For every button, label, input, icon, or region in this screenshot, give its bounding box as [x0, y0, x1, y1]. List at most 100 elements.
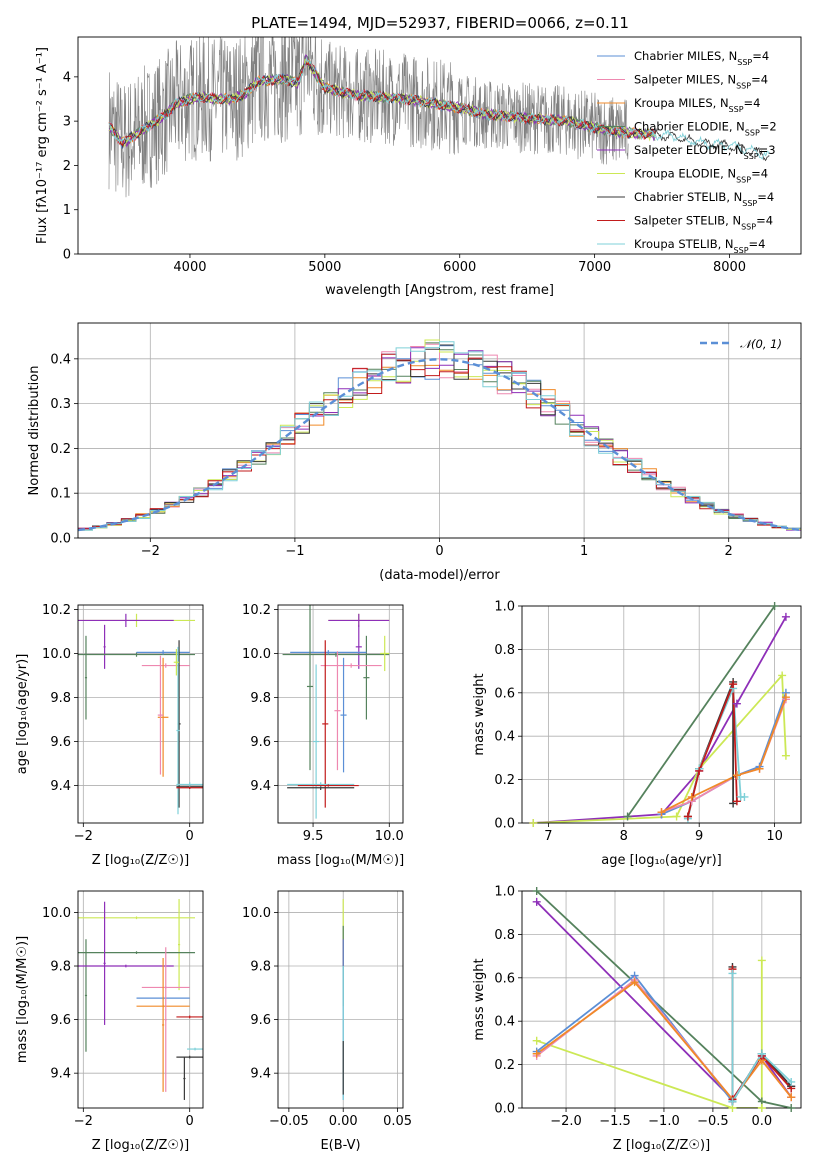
weight-line-kroupa-elodie: [536, 960, 763, 1108]
axes-frame: [77, 890, 204, 1109]
histogram-salpeter-stelib: [78, 353, 801, 530]
x-tick-label: 4000: [173, 260, 206, 275]
x-tick-label: 1: [580, 544, 588, 559]
weight-marker: [732, 699, 741, 708]
y-axis-label: age [log₁₀(age/yr)]: [15, 654, 30, 775]
y-tick-label: 10.0: [242, 906, 271, 921]
legend-entry-label: Kroupa ELODIE, NSSP=4: [634, 167, 768, 185]
weight-marker: [787, 1077, 796, 1086]
legend-entry-label: Salpeter STELIB, NSSP=4: [634, 214, 773, 232]
weight-marker: [770, 602, 779, 610]
y-tick-label: 0.1: [50, 487, 71, 502]
errorbar-point: [355, 624, 362, 669]
x-tick-label: −1.0: [648, 1114, 680, 1129]
errorbar-point: [136, 650, 190, 655]
x-tick-label: 10: [766, 829, 783, 844]
y-tick-label: 0.2: [494, 1058, 515, 1073]
y-axis-label: mass weight: [472, 673, 487, 755]
x-tick-label: 8: [620, 829, 628, 844]
errorbar-point: [157, 657, 169, 777]
weight-marker: [532, 887, 541, 895]
weight-marker: [781, 693, 790, 702]
y-tick-label: 9.8: [250, 960, 271, 975]
y-tick-label: 10.2: [42, 603, 71, 618]
x-tick-label: 7: [544, 829, 552, 844]
errorbar-point: [313, 664, 320, 819]
weight-marker: [787, 1104, 796, 1112]
weight-marker: [755, 764, 764, 773]
errorbar-point: [141, 663, 190, 668]
y-tick-label: 9.6: [250, 735, 271, 750]
weight-marker: [532, 1036, 541, 1045]
axes-residuals: −2 −1 0 1 2 0.0 0.1 0.2 0.3 0.4 𝒩(0, 1) (data-model…: [27, 322, 802, 583]
weight-marker: [532, 1049, 541, 1058]
y-tick-label: 10.0: [242, 647, 271, 662]
x-tick-label: 7000: [578, 260, 611, 275]
weight-marker: [729, 680, 738, 689]
x-tick-label: 0.0: [751, 1114, 772, 1129]
x-tick-label: 2: [725, 544, 733, 559]
weight-marker: [532, 897, 541, 906]
y-tick-label: 1.0: [494, 885, 515, 900]
errorbar-point: [297, 784, 359, 787]
axes-age_vs_Z: −2 0 9.4 9.6 9.8 10.0 10.2 Z [log₁₀(Z/Z☉)] age […: [15, 603, 204, 868]
y-tick-label: 10.2: [242, 603, 271, 618]
y-tick-label: 1.0: [494, 600, 515, 615]
x-tick-label: −1.5: [599, 1114, 631, 1129]
axes-frame: [521, 890, 802, 1109]
errorbar-point: [78, 951, 196, 954]
x-axis-label: mass [log₁₀(M/M☉)]: [277, 853, 404, 868]
weight-marker: [781, 751, 790, 760]
normal-curve: [78, 358, 801, 532]
axes-frame: [77, 604, 204, 824]
x-tick-label: 8000: [713, 260, 746, 275]
y-axis-label: mass [log₁₀(M/M☉)]: [15, 936, 30, 1063]
weight-marker: [728, 969, 737, 978]
weight-line-chabrier-elodie: [626, 606, 776, 818]
y-tick-label: 3: [63, 115, 71, 130]
x-tick-label: −2.0: [550, 1114, 582, 1129]
plot-area-residuals: [78, 339, 801, 532]
x-tick-label: −0.05: [269, 1114, 309, 1129]
weight-marker: [657, 808, 666, 817]
x-tick-label: 9.5: [303, 829, 324, 844]
weight-marker: [781, 612, 790, 621]
y-tick-label: 2: [63, 159, 71, 174]
axes-mass_vs_Z: −2 0 9.4 9.6 9.8 10.0 Z [log₁₀(Z/Z☉)] mass [log…: [15, 890, 204, 1153]
weight-marker: [687, 792, 696, 801]
weight-marker: [732, 771, 741, 780]
axes-weight_vs_age: 7 8 9 10 0.0 0.2 0.4 0.6 0.8 1.0 age [log₁₀(age/yr…: [472, 600, 802, 868]
errorbar-point: [162, 957, 165, 1092]
axes-mass_vs_ebv: −0.05 0.00 0.05 9.4 9.6 9.8 10.0 E(B-V): [242, 890, 412, 1153]
weight-marker: [787, 1093, 796, 1102]
errorbar-point: [103, 624, 106, 669]
axes-frame: [277, 604, 404, 824]
x-axis-label: Z [log₁₀(Z/Z☉)]: [92, 853, 189, 868]
y-tick-label: 0.2: [494, 773, 515, 788]
axes-weight_vs_Z: −2.0 −1.5 −1.0 −0.5 0.0 0.0 0.2 0.4 0.6 0.8 1.0 Z […: [472, 885, 802, 1153]
y-tick-label: 9.6: [250, 1013, 271, 1028]
y-tick-label: 0.8: [494, 928, 515, 943]
errorbar-point: [173, 649, 180, 676]
model-spectrum-kroupa-stelib: [108, 57, 770, 160]
y-tick-label: 9.8: [50, 691, 71, 706]
errorbar-point: [176, 786, 203, 789]
x-tick-label: 0: [186, 829, 194, 844]
legend-entry-label: Kroupa STELIB, NSSP=4: [634, 237, 765, 255]
errorbar-point: [320, 663, 382, 668]
y-tick-label: 0.0: [494, 817, 515, 832]
errorbar-point: [306, 605, 314, 771]
errorbar-point: [78, 964, 174, 968]
x-axis-label: Z [log₁₀(Z/Z☉)]: [613, 1138, 710, 1153]
y-tick-label: 0: [63, 248, 71, 263]
errorbar-point: [84, 939, 88, 1052]
y-tick-label: 0.0: [494, 1102, 515, 1117]
x-tick-label: −2: [74, 829, 93, 844]
errorbar-point: [380, 635, 390, 672]
legend-entry-label: Chabrier ELODIE, NSSP=2: [634, 120, 777, 138]
weight-line-kroupa-stelib: [731, 973, 792, 1105]
errorbar-point: [176, 1055, 203, 1059]
y-tick-label: 9.4: [250, 779, 271, 794]
weight-marker: [630, 978, 639, 987]
